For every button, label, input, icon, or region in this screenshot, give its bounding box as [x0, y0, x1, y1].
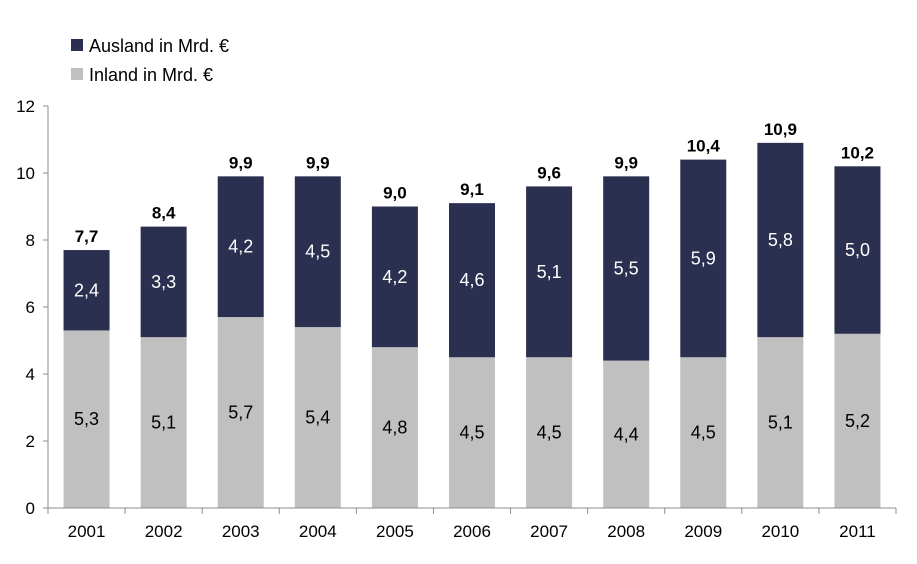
total-label: 10,4 [687, 137, 721, 156]
bar-segment-inland [526, 357, 573, 508]
data-label-inland: 5,1 [151, 413, 176, 433]
axes-layer: 2001 2002 2003 2004 2005 2006 2007 2008 2009 2010… [16, 97, 897, 541]
data-label-ausland: 5,9 [691, 248, 716, 268]
x-tick-label: 2007 [530, 522, 568, 541]
data-label-inland: 5,7 [228, 403, 253, 423]
y-tick-label: 2 [26, 432, 35, 451]
total-label: 9,9 [306, 153, 330, 172]
bar-segment-ausland [140, 226, 187, 338]
bar-segment-inland [140, 337, 187, 508]
bar-segment-ausland [834, 166, 881, 334]
x-tick-label: 2002 [145, 522, 183, 541]
legend-swatch-inland [71, 68, 83, 80]
x-tick-label: 2011 [839, 522, 876, 541]
bar-segment-ausland [63, 250, 110, 331]
y-tick-label: 12 [16, 97, 35, 116]
y-tick-label: 8 [26, 231, 35, 250]
data-label-inland: 4,4 [614, 424, 639, 444]
data-label-inland: 5,1 [768, 413, 793, 433]
bars-layer: 5,3 2,4 7,7 5,1 3,3 8,4 5,7 4,2 9,9 5,4 4,5 9,9 4,8 4… [63, 120, 881, 508]
bar-segment-ausland [680, 159, 727, 358]
total-label: 10,9 [764, 120, 797, 139]
bar-segment-ausland [757, 142, 804, 338]
legend-swatch-ausland [71, 39, 83, 51]
data-label-ausland: 3,3 [151, 272, 176, 292]
total-label: 9,1 [460, 180, 484, 199]
total-label: 10,2 [841, 143, 874, 162]
x-tick-label: 2009 [684, 522, 722, 541]
total-label: 9,0 [383, 184, 407, 203]
data-label-ausland: 2,4 [74, 280, 99, 300]
data-label-inland: 5,3 [74, 409, 99, 429]
bar-segment-inland [757, 337, 804, 508]
x-tick-label: 2008 [607, 522, 645, 541]
bar-segment-inland [294, 327, 341, 508]
x-tick-label: 2005 [376, 522, 414, 541]
y-tick-label: 10 [16, 164, 35, 183]
y-tick-label: 6 [26, 298, 35, 317]
x-tick-label: 2001 [68, 522, 106, 541]
data-label-inland: 5,2 [845, 411, 870, 431]
y-tick-label: 4 [26, 365, 35, 384]
total-label: 9,6 [537, 163, 561, 182]
total-label: 9,9 [229, 153, 253, 172]
bar-segment-inland [371, 347, 418, 508]
data-label-ausland: 4,2 [228, 237, 253, 257]
bar-segment-ausland [449, 203, 495, 358]
data-label-ausland: 4,2 [382, 267, 407, 287]
data-label-inland: 5,4 [305, 408, 330, 428]
legend-label-inland: Inland in Mrd. € [89, 65, 213, 85]
bar-segment-ausland [294, 176, 341, 328]
bar-segment-inland [834, 333, 881, 508]
data-label-inland: 4,5 [691, 423, 716, 443]
data-label-ausland: 5,5 [614, 258, 639, 278]
data-label-inland: 4,8 [382, 418, 407, 438]
x-tick-label: 2003 [222, 522, 260, 541]
data-label-ausland: 4,5 [305, 242, 330, 262]
x-tick-label: 2006 [453, 522, 491, 541]
data-label-inland: 4,5 [537, 423, 562, 443]
data-label-ausland: 5,8 [768, 230, 793, 250]
total-label: 7,7 [75, 227, 99, 246]
total-label: 8,4 [152, 204, 176, 223]
total-label: 9,9 [614, 153, 638, 172]
data-label-ausland: 4,6 [459, 270, 484, 290]
bar-segment-ausland [217, 176, 264, 318]
data-label-ausland: 5,0 [845, 240, 870, 260]
bar-segment-inland [63, 330, 110, 508]
y-tick-label: 0 [26, 499, 35, 518]
x-tick-label: 2010 [761, 522, 799, 541]
data-label-inland: 4,5 [459, 423, 484, 443]
legend: Ausland in Mrd. € Inland in Mrd. € [71, 36, 229, 85]
bar-segment-inland [449, 357, 495, 508]
bar-segment-ausland [371, 206, 418, 348]
data-label-ausland: 5,1 [537, 262, 562, 282]
bar-segment-ausland [526, 186, 573, 358]
x-tick-label: 2004 [299, 522, 337, 541]
bar-segment-inland [217, 317, 264, 508]
bar-segment-ausland [603, 176, 650, 361]
legend-label-ausland: Ausland in Mrd. € [89, 36, 229, 56]
bar-segment-inland [603, 360, 650, 508]
bar-segment-inland [680, 357, 727, 508]
